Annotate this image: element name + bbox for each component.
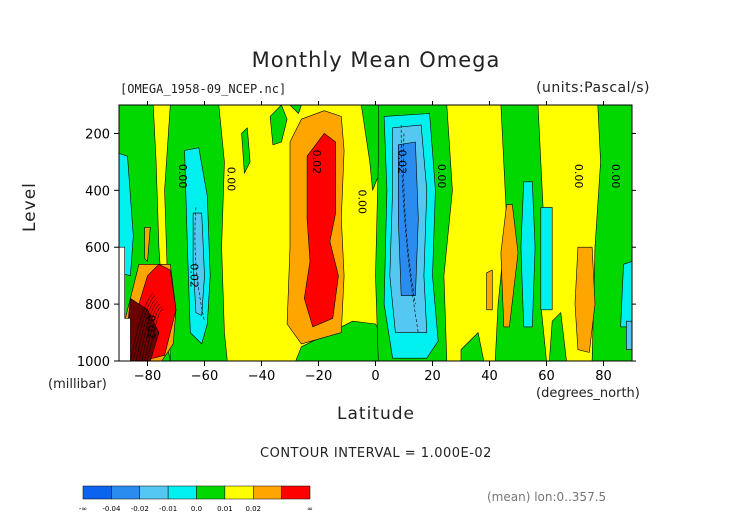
cyan-north-mid-2: [540, 207, 553, 311]
orange-far-south: [144, 227, 151, 262]
x-axis: −80 −60 −40 −20 0 20 40 60 80: [134, 101, 612, 384]
cyan-far-north: [620, 261, 632, 328]
dashed-contour-line: [403, 133, 416, 305]
x-axis-label: Latitude: [337, 404, 415, 424]
contour-label: 0.02: [395, 150, 408, 175]
band-green-mid-patch: [289, 105, 302, 114]
colorbar-swatch: [253, 485, 282, 500]
contour-line: [135, 298, 157, 361]
colorbar-swatch: [281, 485, 311, 500]
x-tick-label: 40: [481, 369, 498, 384]
red-tropics-south: [304, 133, 339, 328]
y-tick-label: 1000: [77, 355, 110, 370]
cyan-north-mid: [520, 181, 536, 328]
chart-title: Monthly Mean Omega: [251, 48, 501, 72]
contour-label: 0.00: [572, 164, 585, 189]
missing-topography: [119, 246, 131, 361]
colorbar-swatch: [196, 485, 226, 500]
x-tick-label: 80: [595, 369, 612, 384]
units-label: (units:Pascal/s): [536, 80, 650, 96]
x-tick-label: 20: [424, 369, 441, 384]
contour-label: 0.02: [310, 150, 323, 175]
contour-label: 0.00: [609, 164, 622, 189]
colorbar-swatch: [224, 485, 254, 500]
contour-interval-note: CONTOUR INTERVAL = 1.000E-02: [260, 446, 492, 461]
band-green-small-north: [460, 332, 485, 361]
x-tick-label: −80: [134, 369, 161, 384]
colorbar-swatch: [111, 485, 140, 500]
y-tick-label: 800: [85, 298, 110, 313]
contour-line: [141, 303, 161, 361]
contour-label: 0.00: [176, 164, 189, 189]
contour-label: 0.00: [435, 164, 448, 189]
dashed-contour-line: [400, 124, 419, 333]
colorbar-swatch: [139, 485, 169, 500]
x-tick-label: −40: [248, 369, 275, 384]
colorbar-label: -∞: [79, 505, 87, 513]
colorbar-label: -0.01: [159, 505, 177, 513]
x-tick-label: 0: [371, 369, 379, 384]
contour-field: [119, 105, 632, 361]
band-green-south-patch: [241, 127, 251, 174]
contour-label-group: 0.00 0.00 0.02 0.02 0.02 0.00 0.02 0.00 0.00 0.00: [145, 150, 623, 339]
contour-label: 0.00: [224, 167, 237, 192]
colorbar-swatch: [167, 485, 197, 500]
colorbar-label: -0.02: [131, 505, 149, 513]
contour-line: [133, 295, 156, 361]
x-tick-label: −20: [305, 369, 332, 384]
contour-line: [130, 292, 154, 361]
orange-north-mid: [500, 204, 519, 328]
contour-label: 0.02: [187, 263, 200, 288]
orange-far-north: [574, 246, 596, 353]
x-axis-unit: (degrees_north): [536, 386, 640, 401]
colorbar-swatch: [82, 485, 112, 500]
band-green-mid-south: [269, 105, 288, 146]
orange-north-small: [486, 269, 493, 311]
colorbar-label: ∞: [307, 505, 313, 513]
y-tick-label: 600: [85, 241, 110, 256]
colorbar: -∞ -0.04 -0.02 -0.01 0.0 0.01 0.02 ∞: [79, 485, 313, 513]
mean-note: (mean) lon:0..357.5: [487, 490, 607, 504]
lightblue-south: [192, 212, 205, 316]
contour-line: [144, 306, 162, 361]
x-tick-label: −60: [191, 369, 218, 384]
colorbar-label: 0.0: [191, 505, 202, 513]
contour-line: [147, 309, 164, 361]
y-axis-unit: (millibar): [48, 377, 107, 392]
lightblue-far-north: [626, 320, 632, 350]
dashed-contour-line: [194, 207, 205, 322]
file-label: [OMEGA_1958-09_NCEP.nc]: [120, 82, 287, 96]
contour-label: 0.02: [145, 315, 158, 340]
y-tick-label: 200: [85, 127, 110, 142]
blue-equator: [398, 141, 419, 296]
colorbar-label: 0.01: [217, 505, 233, 513]
y-tick-label: 400: [85, 184, 110, 199]
band-green-north-mid-2: [549, 312, 567, 361]
colorbar-label: 0.02: [245, 505, 261, 513]
cyan-far-south: [119, 153, 134, 276]
y-axis: 200 400 600 800 1000: [77, 127, 636, 370]
contour-label: 0.00: [355, 189, 368, 214]
contour-line: [138, 301, 159, 361]
y-axis-label: Level: [20, 182, 40, 232]
x-tick-label: 60: [538, 369, 555, 384]
colorbar-label: -0.04: [102, 505, 121, 513]
